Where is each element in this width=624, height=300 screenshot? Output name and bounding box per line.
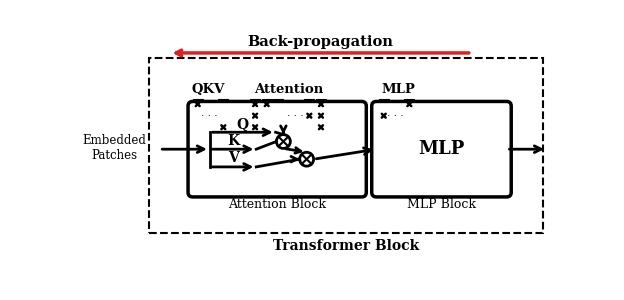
Bar bbox=[316, 111, 326, 121]
FancyBboxPatch shape bbox=[372, 101, 511, 197]
Text: Back-propagation: Back-propagation bbox=[248, 35, 394, 49]
Bar bbox=[261, 122, 271, 132]
Bar bbox=[193, 122, 203, 132]
Bar bbox=[305, 122, 314, 132]
Text: K: K bbox=[227, 134, 239, 148]
Text: MLP: MLP bbox=[418, 140, 465, 158]
FancyBboxPatch shape bbox=[188, 101, 366, 197]
Bar bbox=[379, 99, 389, 109]
Text: · · ·: · · · bbox=[287, 111, 304, 121]
Text: Transformer Block: Transformer Block bbox=[273, 238, 419, 253]
Text: Attention: Attention bbox=[254, 83, 323, 96]
Text: MLP Block: MLP Block bbox=[407, 198, 476, 211]
Bar bbox=[404, 99, 414, 109]
Bar bbox=[379, 111, 389, 121]
Bar bbox=[273, 111, 283, 121]
Bar bbox=[250, 99, 260, 109]
Bar bbox=[404, 122, 414, 132]
Text: QKV: QKV bbox=[192, 83, 225, 96]
Text: · · ·: · · · bbox=[388, 111, 404, 121]
Bar bbox=[250, 122, 260, 132]
Bar bbox=[404, 111, 414, 121]
Bar bbox=[261, 111, 271, 121]
Bar bbox=[305, 111, 314, 121]
Bar bbox=[273, 99, 283, 109]
Text: V: V bbox=[228, 152, 238, 165]
Bar bbox=[218, 111, 228, 121]
Bar bbox=[273, 122, 283, 132]
Bar bbox=[250, 111, 260, 121]
Bar bbox=[261, 99, 271, 109]
Bar bbox=[316, 99, 326, 109]
Bar bbox=[149, 58, 543, 233]
Bar bbox=[305, 99, 314, 109]
Bar bbox=[316, 122, 326, 132]
Bar bbox=[193, 111, 203, 121]
Bar bbox=[193, 99, 203, 109]
Text: Attention Block: Attention Block bbox=[228, 198, 326, 211]
Bar bbox=[218, 99, 228, 109]
Bar bbox=[218, 122, 228, 132]
Text: Embedded
Patches: Embedded Patches bbox=[82, 134, 147, 162]
Text: Q: Q bbox=[236, 117, 249, 131]
Text: MLP: MLP bbox=[381, 83, 415, 96]
Text: · · ·: · · · bbox=[202, 111, 218, 121]
Bar bbox=[379, 122, 389, 132]
